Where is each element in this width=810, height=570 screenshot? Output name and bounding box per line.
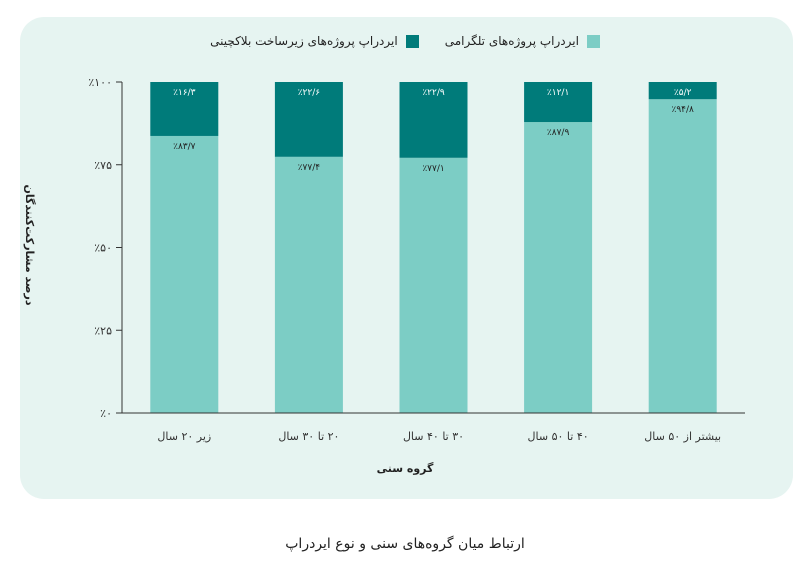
bar-4-series-1 bbox=[648, 82, 717, 100]
legend: ایردراپ پروژه‌های تلگرامی ایردراپ پروژه‌… bbox=[0, 34, 810, 48]
data-label-3-series-1: ٪۱۲/۱ bbox=[547, 88, 569, 98]
y-tick-label-0: ٪۰ bbox=[100, 407, 112, 420]
y-tick-label-3: ٪۷۵ bbox=[94, 159, 112, 172]
figure-caption: ارتباط میان گروه‌های سنی و نوع ایردراپ bbox=[285, 536, 525, 552]
data-label-4-series-1: ٪۵/۲ bbox=[674, 88, 692, 98]
x-tick-label-3: ۴۰ تا ۵۰ سال bbox=[528, 430, 589, 443]
legend-label-telegram: ایردراپ پروژه‌های تلگرامی bbox=[444, 34, 579, 48]
legend-item-blockchain: ایردراپ پروژه‌های زیرساخت بلاکچینی bbox=[210, 34, 419, 48]
y-tick-label-2: ٪۵۰ bbox=[94, 242, 112, 255]
bar-0-series-1 bbox=[150, 82, 219, 136]
y-tick-label-4: ٪۱۰۰ bbox=[88, 76, 112, 89]
data-label-1-series-1: ٪۲۲/۶ bbox=[298, 88, 321, 98]
x-tick-label-2: ۳۰ تا ۴۰ سال bbox=[403, 430, 464, 443]
legend-swatch-blockchain bbox=[405, 34, 419, 48]
bar-1-series-0 bbox=[274, 156, 343, 413]
x-tick-label-4: بیشتر از ۵۰ سال bbox=[644, 430, 721, 443]
data-label-1-series-0: ٪۷۷/۴ bbox=[298, 163, 321, 173]
legend-item-telegram: ایردراپ پروژه‌های تلگرامی bbox=[445, 34, 600, 48]
bar-2-series-1 bbox=[399, 82, 468, 158]
data-label-0-series-0: ٪۸۳/۷ bbox=[173, 142, 196, 152]
data-label-0-series-1: ٪۱۶/۳ bbox=[173, 88, 196, 98]
data-label-3-series-0: ٪۸۷/۹ bbox=[547, 128, 570, 138]
x-tick-label-1: ۲۰ تا ۳۰ سال bbox=[278, 430, 339, 443]
bar-4-series-0 bbox=[648, 99, 717, 413]
bar-3-series-0 bbox=[524, 122, 593, 414]
legend-label-blockchain: ایردراپ پروژه‌های زیرساخت بلاکچینی bbox=[210, 34, 398, 48]
y-tick-label-1: ٪۲۵ bbox=[94, 324, 112, 337]
legend-swatch-telegram bbox=[586, 34, 600, 48]
bar-2-series-0 bbox=[399, 157, 468, 413]
bar-1-series-1 bbox=[274, 82, 343, 157]
data-label-2-series-1: ٪۲۲/۹ bbox=[422, 88, 445, 98]
bar-3-series-1 bbox=[524, 82, 593, 123]
data-label-2-series-0: ٪۷۷/۱ bbox=[422, 164, 444, 174]
x-axis-title: گروه سنی bbox=[376, 462, 434, 475]
bar-0-series-0 bbox=[150, 135, 219, 413]
data-label-4-series-0: ٪۹۴/۸ bbox=[672, 105, 695, 115]
x-tick-label-0: زیر ۲۰ سال bbox=[157, 430, 211, 443]
